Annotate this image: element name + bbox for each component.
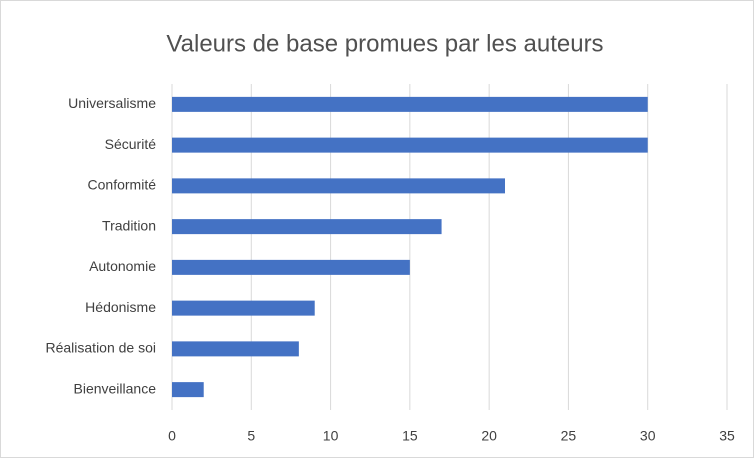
bar bbox=[172, 382, 204, 398]
y-tick-label: Autonomie bbox=[89, 258, 156, 274]
y-tick-label: Tradition bbox=[102, 217, 156, 233]
bar bbox=[172, 178, 505, 194]
bar bbox=[172, 219, 442, 235]
bar bbox=[172, 300, 315, 316]
bar bbox=[172, 96, 648, 112]
bar bbox=[172, 137, 648, 153]
bar bbox=[172, 259, 410, 275]
x-tick-label: 5 bbox=[247, 428, 255, 444]
x-tick-label: 0 bbox=[168, 428, 176, 444]
y-tick-label: Hédonisme bbox=[85, 299, 156, 315]
x-tick-label: 35 bbox=[719, 428, 735, 444]
chart-title: Valeurs de base promues par les auteurs bbox=[166, 30, 603, 57]
y-tick-label: Sécurité bbox=[105, 136, 157, 152]
y-tick-label: Conformité bbox=[88, 177, 157, 193]
x-tick-label: 20 bbox=[481, 428, 497, 444]
x-tick-label: 10 bbox=[323, 428, 339, 444]
y-tick-label: Réalisation de soi bbox=[45, 340, 156, 356]
y-tick-label: Universalisme bbox=[68, 95, 156, 111]
x-tick-label: 30 bbox=[640, 428, 656, 444]
y-tick-label: Bienveillance bbox=[74, 380, 157, 396]
x-tick-label: 15 bbox=[402, 428, 418, 444]
x-tick-label: 25 bbox=[561, 428, 577, 444]
bar bbox=[172, 341, 299, 357]
